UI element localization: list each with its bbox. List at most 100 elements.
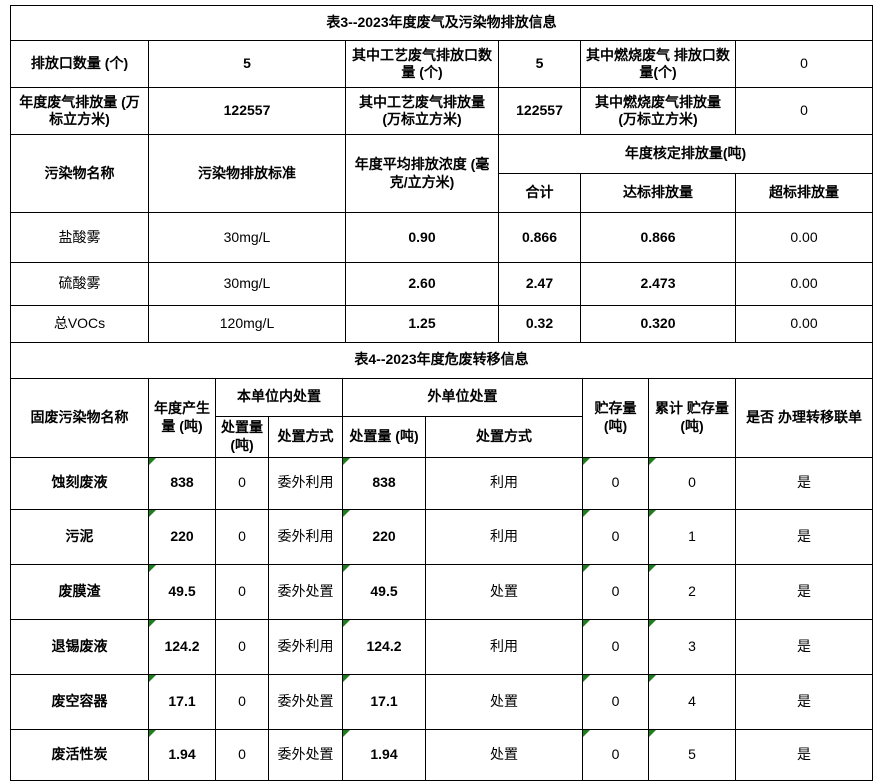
annual-volume-label: 年度废气排放量 (万标立方米)	[10, 87, 149, 135]
outlet-count-value: 5	[148, 40, 346, 88]
manifest-cell: 是	[734, 728, 874, 781]
onsite-amount-cell: 0	[215, 456, 269, 510]
storage-cell: 0	[582, 563, 649, 620]
pollutant-row: 硫酸雾 30mg/L 2.60 2.47 2.473 0.00	[10, 262, 874, 306]
pollutant-row: 盐酸雾 30mg/L 0.90 0.866 0.866 0.00	[10, 212, 874, 263]
waste-row: 污泥 220 0 委外利用 220 利用 0 1 是	[10, 508, 874, 565]
storage-header: 贮存量 (吨)	[582, 377, 649, 458]
onsite-amount-cell: 0	[215, 728, 269, 781]
onsite-method-cell: 委外处置	[268, 673, 343, 730]
offsite-method-cell: 利用	[425, 508, 583, 565]
waste-name-cell: 废空容器	[10, 673, 149, 730]
process-gas-volume-value: 122557	[498, 87, 581, 135]
waste-name-cell: 蚀刻废液	[10, 456, 149, 510]
process-gas-outlet-value: 5	[498, 40, 581, 88]
combustion-gas-volume-value: 0	[734, 87, 874, 135]
excess-emission-header: 超标排放量	[734, 173, 874, 213]
pollutant-name-cell: 硫酸雾	[10, 262, 149, 306]
total-cell: 0.32	[498, 305, 581, 343]
produced-amount-header: 年度产生量 (吨)	[148, 377, 216, 458]
compliant-cell: 0.320	[580, 305, 736, 343]
cumulative-storage-cell: 5	[648, 728, 736, 781]
offsite-amount-cell: 1.94	[342, 728, 426, 781]
manifest-cell: 是	[734, 618, 874, 675]
offsite-disposal-header: 外单位处置	[342, 377, 583, 417]
waste-name-cell: 废活性炭	[10, 728, 149, 781]
onsite-amount-cell: 0	[215, 563, 269, 620]
produced-amount-cell: 220	[148, 508, 216, 565]
storage-cell: 0	[582, 456, 649, 510]
waste-name-cell: 污泥	[10, 508, 149, 565]
concentration-cell: 1.25	[345, 305, 499, 343]
waste-row: 废活性炭 1.94 0 委外处置 1.94 处置 0 5 是	[10, 728, 874, 781]
emission-standard-header: 污染物排放标准	[148, 134, 346, 213]
storage-cell: 0	[582, 618, 649, 675]
waste-name-cell: 废膜渣	[10, 563, 149, 620]
cumulative-storage-header: 累计 贮存量 (吨)	[648, 377, 736, 458]
waste-row: 蚀刻废液 838 0 委外利用 838 利用 0 0 是	[10, 456, 874, 510]
offsite-method-cell: 利用	[425, 456, 583, 510]
waste-name-header: 固废污染物名称	[10, 377, 149, 458]
combustion-gas-volume-label: 其中燃烧废气排放量 (万标立方米)	[580, 87, 736, 135]
offsite-method-cell: 利用	[425, 618, 583, 675]
cumulative-storage-cell: 1	[648, 508, 736, 565]
produced-amount-cell: 17.1	[148, 673, 216, 730]
onsite-method-cell: 委外利用	[268, 618, 343, 675]
offsite-amount-header: 处置量 (吨)	[342, 415, 426, 458]
pollutant-header-row-2: 合计 达标排放量 超标排放量	[11, 173, 874, 213]
table4-title: 表4--2023年度危废转移信息	[9, 341, 874, 379]
table4-hazardous-waste-transfer: 表4--2023年度危废转移信息 固废污染物名称 年度产生量 (吨) 本单位内处…	[9, 341, 874, 781]
onsite-amount-cell: 0	[215, 618, 269, 675]
waste-header-row-1: 固废污染物名称 年度产生量 (吨) 本单位内处置 外单位处置 贮存量 (吨) 累…	[10, 377, 874, 458]
produced-amount-cell: 124.2	[148, 618, 216, 675]
emission-volume-row: 年度废气排放量 (万标立方米) 122557 其中工艺废气排放量 (万标立方米)…	[10, 87, 874, 135]
compliant-cell: 0.866	[580, 212, 736, 263]
onsite-method-cell: 委外利用	[268, 456, 343, 510]
offsite-method-cell: 处置	[425, 728, 583, 781]
annual-volume-value: 122557	[148, 87, 346, 135]
verified-emission-header: 年度核定排放量(吨)	[497, 134, 874, 174]
manifest-cell: 是	[734, 673, 874, 730]
cumulative-storage-cell: 0	[648, 456, 736, 510]
waste-name-cell: 退锡废液	[10, 618, 149, 675]
offsite-amount-cell: 17.1	[342, 673, 426, 730]
table3-waste-gas-emissions: 表3--2023年度废气及污染物排放信息 排放口数量 (个) 5 其中工艺废气排…	[9, 5, 874, 343]
onsite-method-cell: 委外处置	[268, 728, 343, 781]
waste-header-row-2: 处置量 (吨) 处置方式 处置量 (吨) 处置方式	[11, 415, 873, 458]
excess-cell: 0.00	[734, 305, 874, 343]
compliant-cell: 2.473	[580, 262, 736, 306]
onsite-amount-cell: 0	[215, 508, 269, 565]
waste-row: 退锡废液 124.2 0 委外利用 124.2 利用 0 3 是	[10, 618, 874, 675]
offsite-method-cell: 处置	[425, 673, 583, 730]
offsite-amount-cell: 838	[342, 456, 426, 510]
onsite-method-cell: 委外利用	[268, 508, 343, 565]
waste-row: 废膜渣 49.5 0 委外处置 49.5 处置 0 2 是	[10, 563, 874, 620]
produced-amount-cell: 838	[148, 456, 216, 510]
offsite-amount-cell: 124.2	[342, 618, 426, 675]
process-gas-volume-label: 其中工艺废气排放量 (万标立方米)	[345, 87, 499, 135]
avg-concentration-header: 年度平均排放浓度 (毫克/立方米)	[345, 134, 499, 213]
produced-amount-cell: 1.94	[148, 728, 216, 781]
manifest-header: 是否 办理转移联单	[734, 377, 874, 458]
pollutant-name-cell: 盐酸雾	[10, 212, 149, 263]
table3-title: 表3--2023年度废气及污染物排放信息	[9, 5, 874, 41]
table3-title-row: 表3--2023年度废气及污染物排放信息	[9, 5, 874, 41]
pollutant-name-header: 污染物名称	[10, 134, 149, 213]
pollutant-row: 总VOCs 120mg/L 1.25 0.32 0.320 0.00	[10, 305, 874, 343]
process-gas-outlet-label: 其中工艺废气排放口数量 (个)	[345, 40, 499, 88]
combustion-gas-outlet-label: 其中燃烧废气 排放口数量(个)	[580, 40, 736, 88]
storage-cell: 0	[582, 728, 649, 781]
compliant-emission-header: 达标排放量	[580, 173, 736, 213]
onsite-disposal-header: 本单位内处置	[215, 377, 343, 417]
outlet-count-label: 排放口数量 (个)	[10, 40, 149, 88]
concentration-cell: 2.60	[345, 262, 499, 306]
waste-row: 废空容器 17.1 0 委外处置 17.1 处置 0 4 是	[10, 673, 874, 730]
standard-cell: 120mg/L	[148, 305, 346, 343]
cumulative-storage-cell: 3	[648, 618, 736, 675]
excess-cell: 0.00	[734, 262, 874, 306]
pollutant-header-row-1: 污染物名称 污染物排放标准 年度平均排放浓度 (毫克/立方米) 年度核定排放量(…	[10, 134, 874, 213]
cumulative-storage-cell: 4	[648, 673, 736, 730]
onsite-method-cell: 委外处置	[268, 563, 343, 620]
offsite-amount-cell: 49.5	[342, 563, 426, 620]
